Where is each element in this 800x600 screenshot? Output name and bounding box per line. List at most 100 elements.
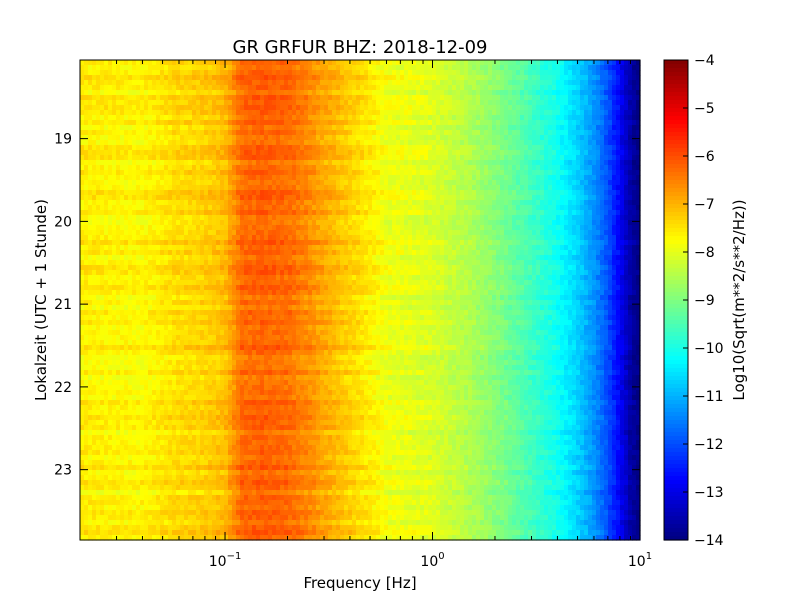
heatmap-cell [236,70,241,76]
heatmap-cell [424,100,429,106]
heatmap-cell [272,65,277,71]
heatmap-cell [376,235,381,241]
heatmap-cell [304,195,309,201]
heatmap-cell [336,85,341,91]
heatmap-cell [196,225,201,231]
heatmap-cell [484,210,489,216]
heatmap-cell [372,70,377,76]
heatmap-cell [548,110,553,116]
heatmap-cell [256,140,261,146]
heatmap-cell [604,180,609,186]
heatmap-cell [340,120,345,126]
heatmap-cell [264,60,269,66]
heatmap-cell [108,85,113,91]
heatmap-cell [156,80,161,86]
heatmap-cell [104,175,109,181]
heatmap-cell [468,110,473,116]
heatmap-cell [336,190,341,196]
heatmap-cell [424,135,429,141]
heatmap-cell [572,70,577,76]
heatmap-cell [500,95,505,101]
heatmap-cell [276,90,281,96]
heatmap-cell [108,165,113,171]
heatmap-cell [460,115,465,121]
heatmap-cell [172,195,177,201]
heatmap-cell [608,65,613,71]
heatmap-cell [416,80,421,86]
heatmap-cell [428,115,433,121]
heatmap-cell [600,145,605,151]
heatmap-cell [620,125,625,131]
heatmap-cell [600,85,605,91]
heatmap-cell [392,150,397,156]
heatmap-cell [236,150,241,156]
heatmap-cell [284,70,289,76]
heatmap-cell [508,230,513,236]
heatmap-cell [132,70,137,76]
heatmap-cell [264,195,269,201]
heatmap-cell [492,75,497,81]
heatmap-cell [104,185,109,191]
heatmap-cell [140,110,145,116]
heatmap-cell [104,70,109,76]
heatmap-cell [420,95,425,101]
heatmap-cell [508,110,513,116]
heatmap-cell [256,195,261,201]
heatmap-cell [336,75,341,81]
heatmap-cell [108,125,113,131]
heatmap-cell [120,200,125,206]
heatmap-cell [520,90,525,96]
heatmap-cell [248,130,253,136]
heatmap-cell [480,105,485,111]
heatmap-cell [356,95,361,101]
heatmap-cell [196,220,201,226]
heatmap-cell [548,220,553,226]
heatmap-cell [172,185,177,191]
heatmap-cell [112,60,117,66]
heatmap-cell [336,160,341,166]
heatmap-cell [564,215,569,221]
heatmap-cell [520,195,525,201]
heatmap-cell [240,200,245,206]
heatmap-cell [128,80,133,86]
heatmap-cell [520,170,525,176]
heatmap-cell [120,115,125,121]
heatmap-cell [536,140,541,146]
heatmap-cell [148,60,153,66]
heatmap-cell [252,85,257,91]
heatmap-cell [136,235,141,241]
heatmap-cell [320,65,325,71]
heatmap-cell [408,185,413,191]
heatmap-cell [500,170,505,176]
heatmap-cell [396,175,401,181]
heatmap-cell [496,220,501,226]
heatmap-cell [236,75,241,81]
heatmap-cell [120,125,125,131]
heatmap-cell [456,70,461,76]
heatmap-cell [560,195,565,201]
heatmap-cell [172,205,177,211]
heatmap-cell [396,230,401,236]
heatmap-cell [228,195,233,201]
heatmap-cell [196,210,201,216]
heatmap-cell [320,75,325,81]
heatmap-cell [188,220,193,226]
heatmap-cell [160,130,165,136]
heatmap-cell [148,210,153,216]
heatmap-cell [344,175,349,181]
heatmap-cell [448,100,453,106]
heatmap-cell [544,80,549,86]
heatmap-cell [500,105,505,111]
heatmap-cell [436,185,441,191]
heatmap-cell [532,180,537,186]
heatmap-cell [228,175,233,181]
heatmap-cell [164,150,169,156]
heatmap-cell [628,120,633,126]
heatmap-cell [408,85,413,91]
heatmap-cell [320,135,325,141]
heatmap-cell [176,160,181,166]
heatmap-cell [256,160,261,166]
heatmap-cell [372,65,377,71]
heatmap-cell [548,115,553,121]
heatmap-cell [288,95,293,101]
